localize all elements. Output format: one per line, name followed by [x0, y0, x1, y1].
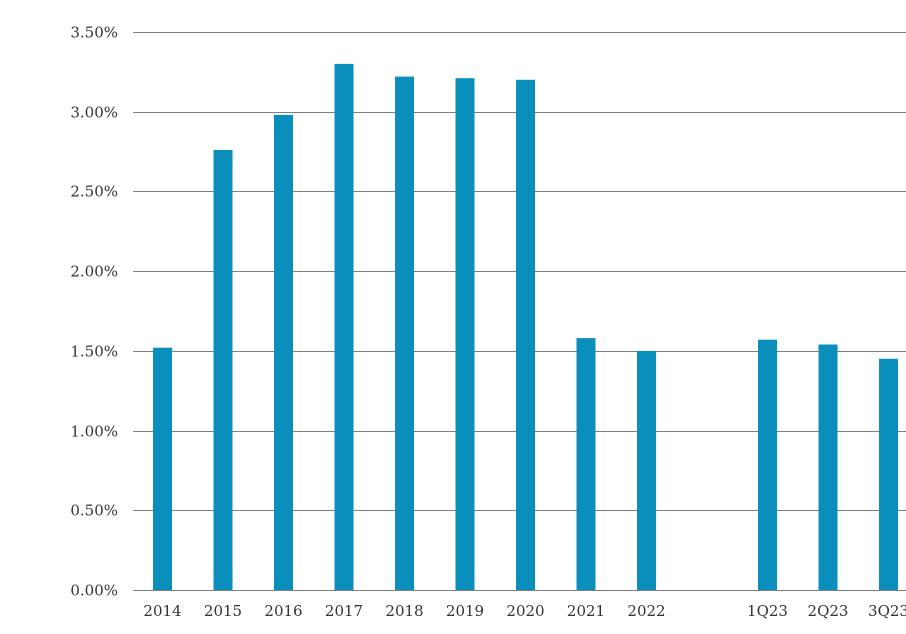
- bar-2018: [395, 76, 414, 591]
- x-axis-category-labels: 2014 2015 2016 2017 2018 2019 2020 2021 2022 1Q23…: [143, 602, 906, 620]
- x-category-label: 3Q23: [868, 602, 906, 620]
- x-category-label: 2016: [264, 602, 302, 620]
- y-tick-label: 0.00%: [70, 582, 118, 600]
- y-tick-label: 3.50%: [70, 24, 118, 42]
- x-category-label: 2019: [446, 602, 484, 620]
- x-category-label: 2014: [143, 602, 181, 620]
- bar-3q23: [879, 358, 898, 590]
- y-tick-label: 1.00%: [70, 423, 118, 441]
- y-tick-label: 0.50%: [70, 502, 118, 520]
- x-category-label: 2022: [627, 602, 665, 620]
- x-category-label: 1Q23: [747, 602, 788, 620]
- bars: [153, 63, 898, 591]
- x-category-label: 2017: [325, 602, 363, 620]
- bar-2015: [213, 150, 233, 590]
- x-category-label: 2020: [506, 602, 544, 620]
- x-category-label: 2015: [204, 602, 242, 620]
- y-tick-label: 2.50%: [70, 183, 118, 201]
- bar-1q23: [758, 339, 777, 590]
- bar-2019: [455, 78, 475, 590]
- bar-2022: [637, 350, 656, 590]
- bar-2q23: [818, 344, 838, 590]
- y-tick-label: 1.50%: [70, 343, 118, 361]
- y-axis-tick-labels: 0.00% 0.50% 1.00% 1.50% 2.00% 2.50% 3.00% 3.50%: [70, 24, 118, 600]
- x-category-label: 2Q23: [808, 602, 849, 620]
- y-tick-label: 2.00%: [70, 263, 118, 281]
- x-category-label: 2021: [567, 602, 605, 620]
- bar-2021: [576, 338, 596, 590]
- y-tick-label: 3.00%: [70, 104, 118, 122]
- x-category-label: 2018: [385, 602, 423, 620]
- bar-2017: [334, 63, 354, 590]
- bar-2016: [274, 114, 293, 591]
- bar-2014: [153, 347, 172, 590]
- bar-2020: [516, 79, 535, 591]
